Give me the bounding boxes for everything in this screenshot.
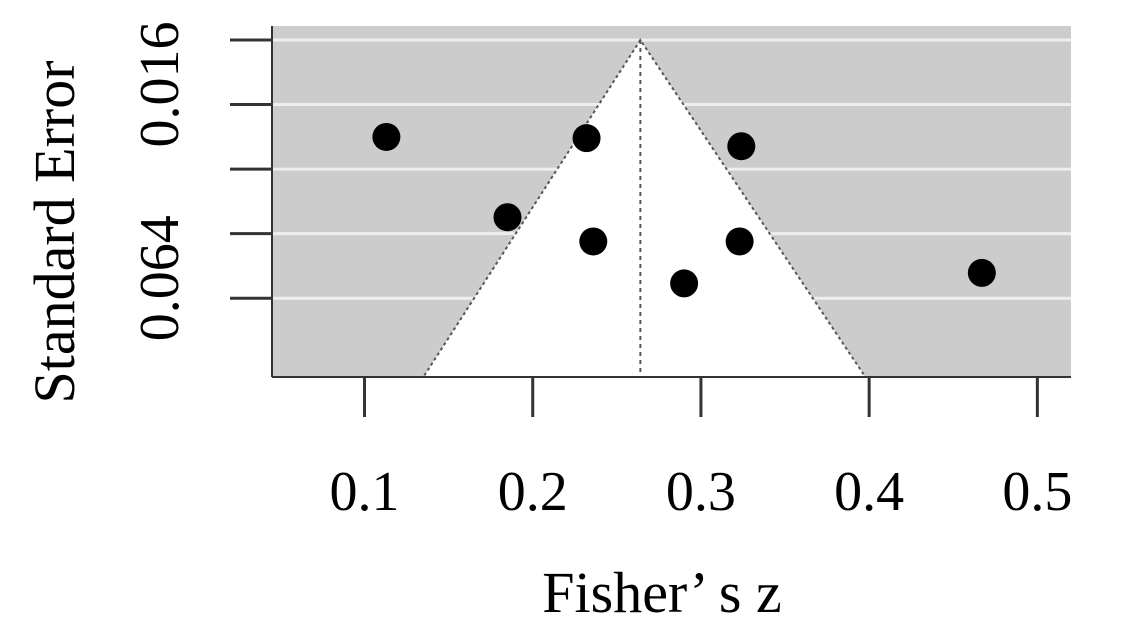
y-axis-title: Standard Error — [22, 60, 87, 403]
data-point-1 — [572, 124, 601, 153]
x-tick-label-2: 0.3 — [666, 461, 736, 523]
data-point-2 — [727, 132, 756, 161]
x-tick-label-0: 0.1 — [330, 461, 400, 523]
data-point-5 — [725, 227, 754, 256]
x-axis-title: Fisher’ s z — [542, 560, 781, 625]
x-tick-label-3: 0.4 — [834, 461, 904, 523]
funnel-region — [421, 38, 868, 378]
x-tick-label-1: 0.2 — [498, 461, 568, 523]
data-point-0 — [372, 122, 401, 151]
data-point-3 — [493, 203, 522, 232]
data-point-6 — [670, 269, 699, 298]
x-tick-label-4: 0.5 — [1002, 461, 1072, 523]
data-point-4 — [579, 227, 608, 256]
data-point-7 — [967, 258, 996, 287]
y-tick-label-1: 0.064 — [129, 215, 191, 341]
y-tick-label-0: 0.016 — [129, 22, 191, 148]
